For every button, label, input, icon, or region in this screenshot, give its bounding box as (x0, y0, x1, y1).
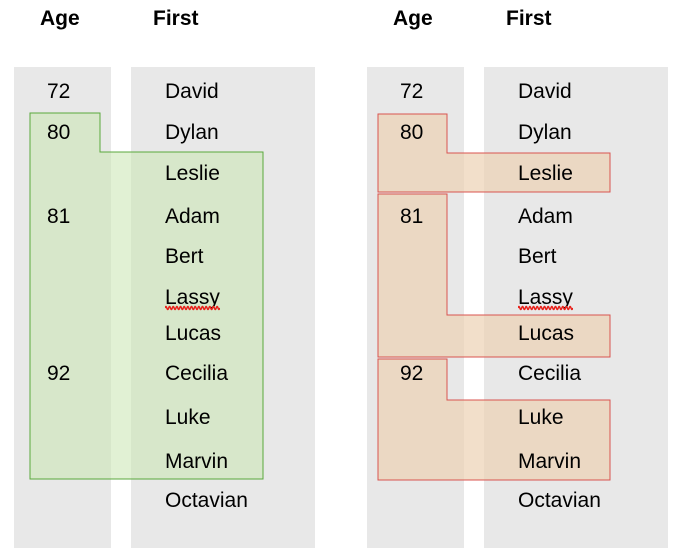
first-name-text: Lucas (518, 322, 575, 345)
first-column-background (131, 67, 315, 548)
first-name-text: Lassy (165, 286, 220, 311)
age-cell: 72 (47, 80, 71, 103)
first-name-cell: Marvin (518, 450, 581, 474)
first-name-cell: Cecilia (165, 362, 228, 386)
first-name-cell: Luke (165, 406, 211, 430)
age-cell: 81 (47, 205, 71, 228)
first-column-header: First (153, 7, 199, 30)
first-name-cell: Leslie (165, 162, 220, 186)
first-name-cell: David (518, 80, 572, 104)
first-name-text: Leslie (165, 162, 220, 185)
first-name-cell: Adam (165, 205, 220, 229)
first-name-text: Bert (165, 245, 204, 268)
first-name-cell: Lassy (518, 286, 573, 311)
first-name-cell: David (165, 80, 219, 104)
age-cell: 81 (400, 205, 424, 228)
age-cell: 80 (47, 121, 71, 144)
first-name-text: Leslie (518, 162, 573, 185)
first-name-cell: Lassy (165, 286, 220, 311)
age-cell: 72 (400, 80, 424, 103)
first-name-text: Marvin (165, 450, 229, 473)
first-name-cell: Octavian (165, 489, 248, 513)
first-name-text: Dylan (518, 121, 572, 144)
first-name-cell: Octavian (518, 489, 601, 513)
first-name-cell: Dylan (165, 121, 219, 145)
first-name-cell: Marvin (165, 450, 228, 474)
first-name-text: Luke (165, 406, 211, 429)
age-cell: 80 (400, 121, 424, 144)
first-name-text: Cecilia (165, 362, 229, 385)
first-name-cell: Luke (518, 406, 564, 430)
left-panel: Age First 72 David 80 Dylan Leslie 81 Adam Bert… (14, 7, 315, 548)
first-name-text: Adam (518, 205, 573, 228)
first-name-text: Bert (518, 245, 557, 268)
first-name-text: Luke (518, 406, 564, 429)
first-name-text: Octavian (518, 489, 601, 512)
age-cell: 92 (400, 362, 424, 385)
first-name-cell: Lucas (165, 322, 221, 346)
first-name-text: David (518, 80, 572, 103)
first-name-text: Lucas (165, 322, 222, 345)
first-name-cell: Cecilia (518, 362, 581, 386)
first-name-cell: Adam (518, 205, 573, 229)
first-name-cell: Lucas (518, 322, 574, 346)
first-name-text: Dylan (165, 121, 219, 144)
first-name-text: David (165, 80, 219, 103)
right-panel: Age First 72 David 80 Dylan Leslie 81 Adam Bert… (353, 0, 684, 548)
first-column-header: First (506, 7, 552, 30)
age-column-header: Age (40, 7, 80, 30)
first-name-text: Marvin (518, 450, 582, 473)
first-column-background (484, 67, 668, 548)
first-name-cell: Bert (165, 245, 204, 269)
first-name-cell: Leslie (518, 162, 573, 186)
age-cell: 92 (47, 362, 71, 385)
first-name-cell: Bert (518, 245, 557, 269)
first-name-cell: Dylan (518, 121, 572, 145)
spellcheck-squiggle (165, 305, 220, 311)
first-name-text: Cecilia (518, 362, 582, 385)
age-column-header: Age (393, 7, 433, 30)
spellcheck-squiggle (518, 305, 573, 311)
first-name-text: Lassy (518, 286, 573, 311)
first-name-text: Adam (165, 205, 220, 228)
first-name-text: Octavian (165, 489, 248, 512)
